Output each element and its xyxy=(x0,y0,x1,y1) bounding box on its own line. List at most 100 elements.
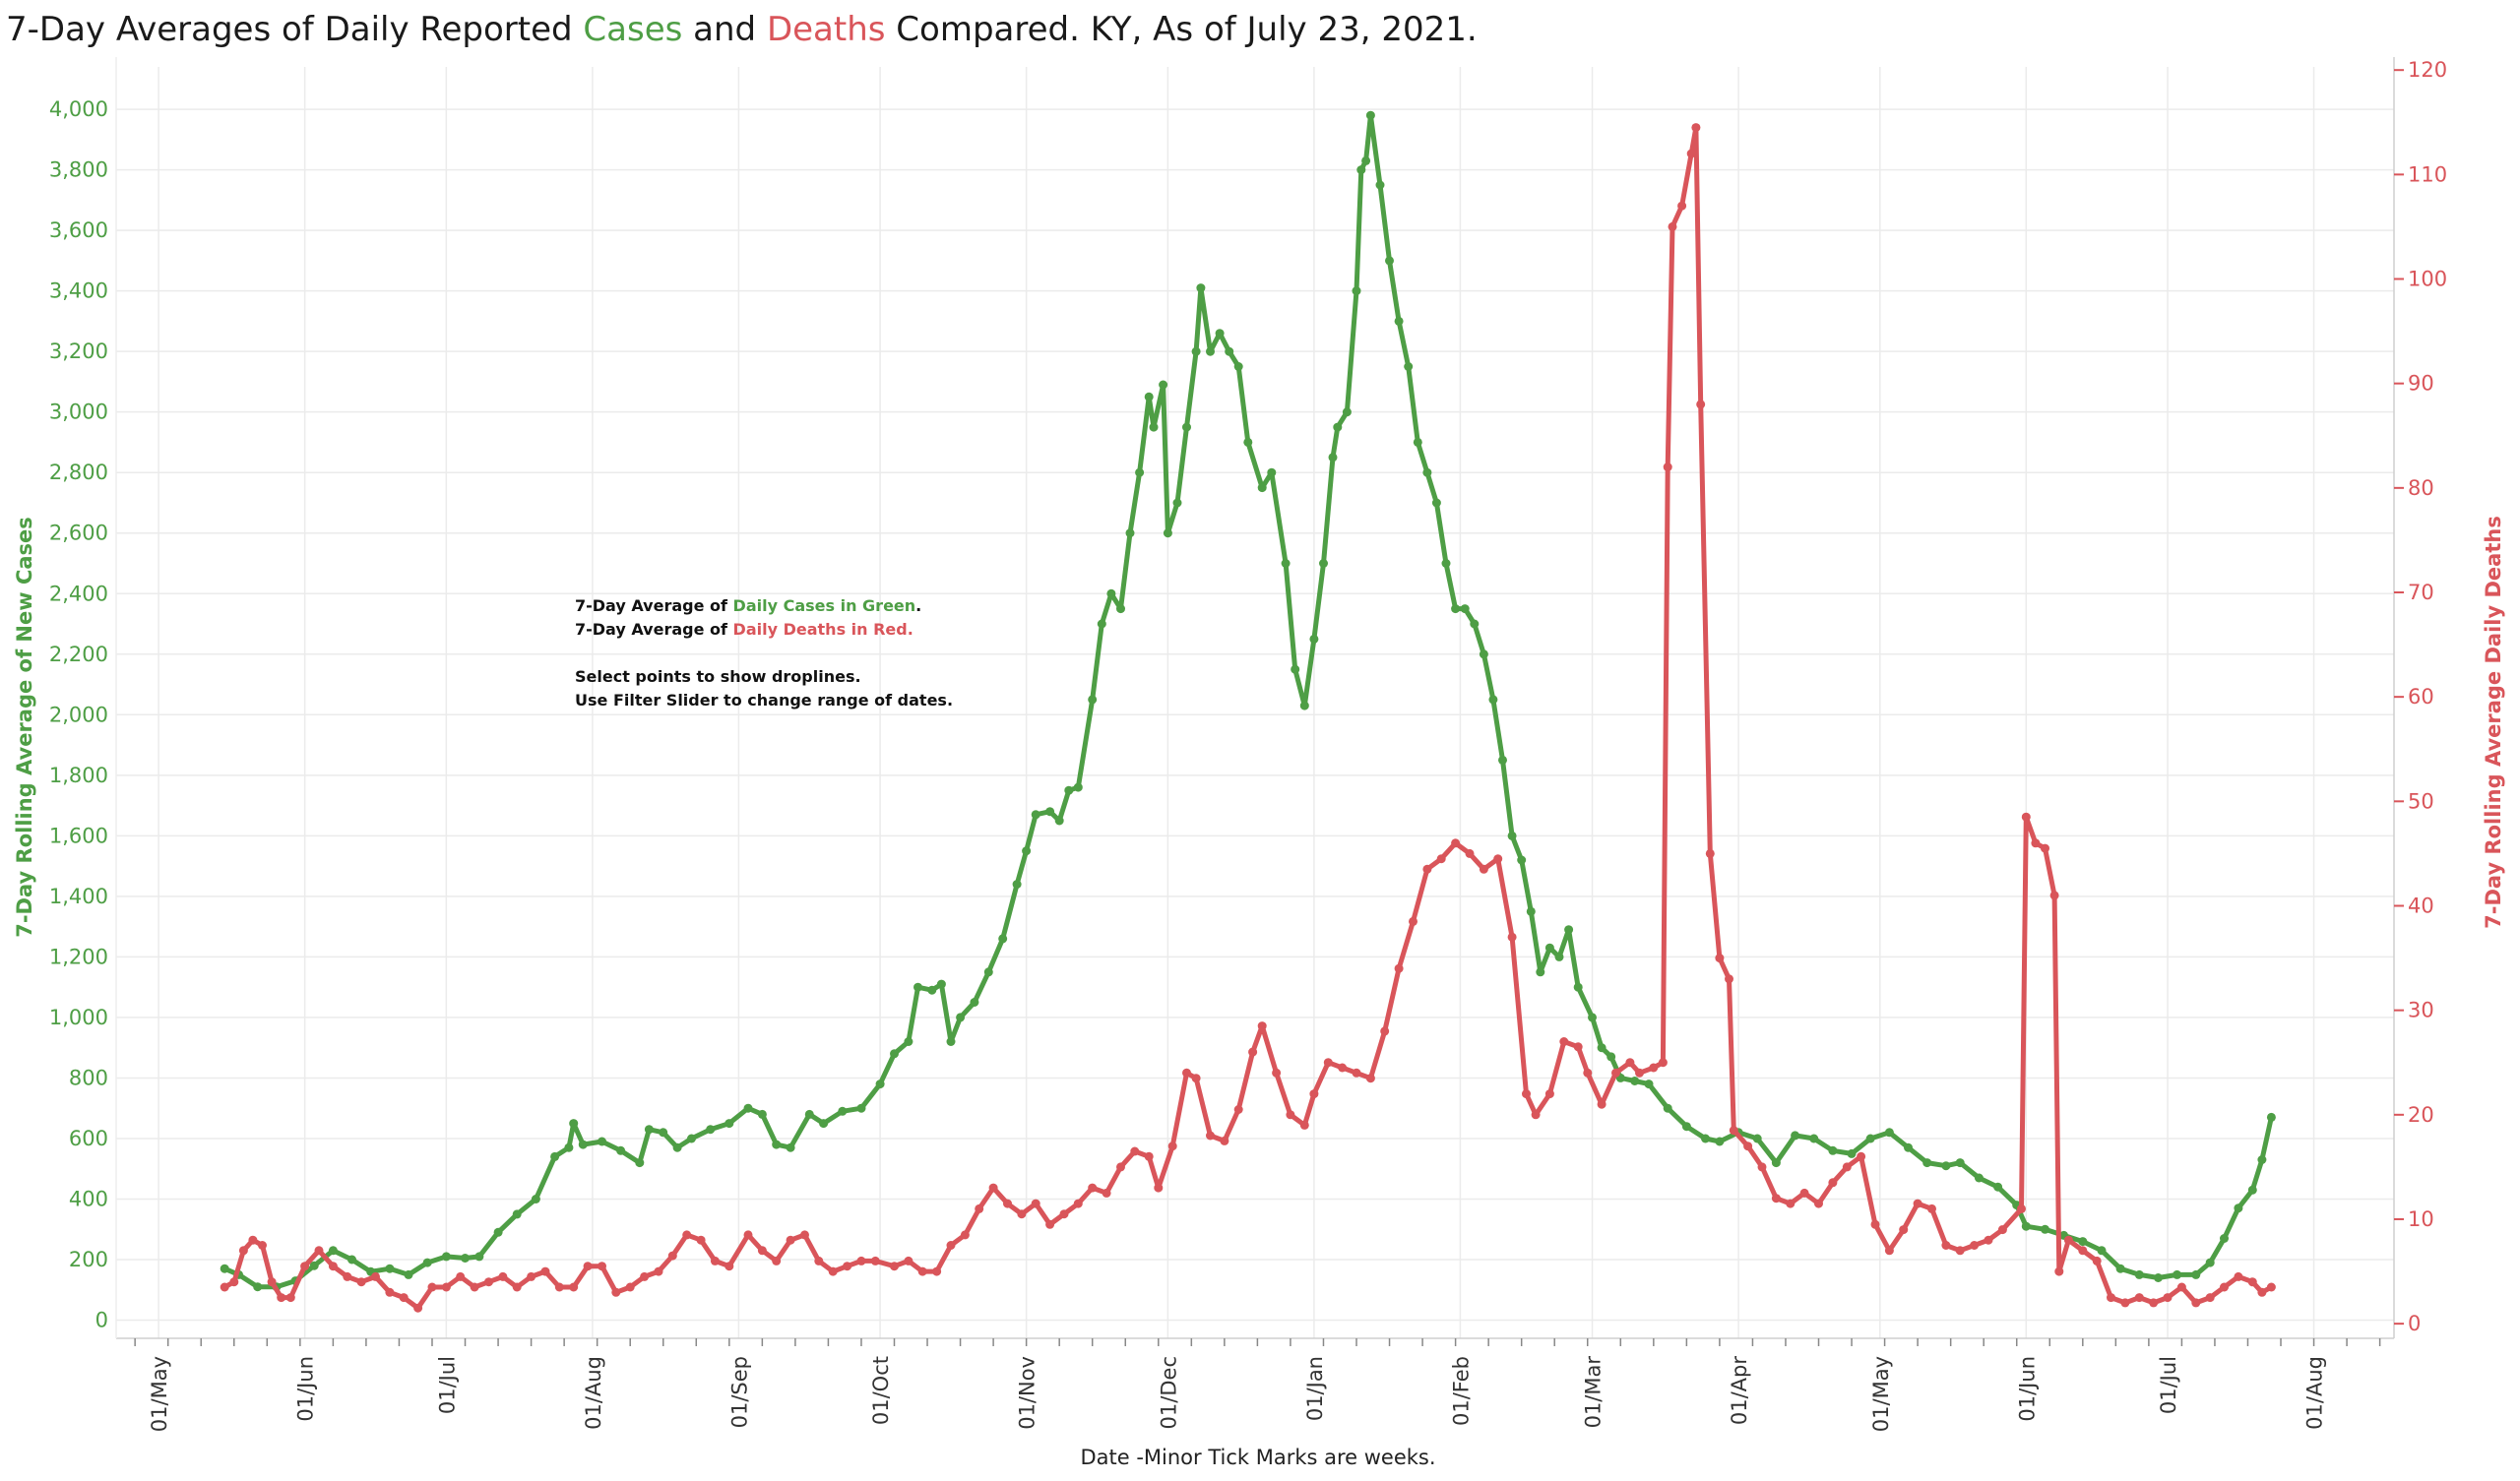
deaths-point xyxy=(238,1246,248,1256)
deaths-point xyxy=(1743,1142,1753,1151)
cases-point xyxy=(772,1140,782,1149)
cases-point xyxy=(1299,701,1309,710)
deaths-point xyxy=(1899,1225,1909,1235)
cases-point xyxy=(1431,498,1441,508)
deaths-point xyxy=(498,1271,508,1281)
deaths-point xyxy=(1272,1068,1282,1078)
series-cases xyxy=(220,110,2276,1292)
cases-point xyxy=(1588,1013,1597,1022)
deaths-point xyxy=(1191,1074,1201,1083)
deaths-point xyxy=(856,1256,866,1265)
x-tick-label: 01/Apr xyxy=(1728,1356,1751,1425)
cases-point xyxy=(1644,1080,1654,1089)
y-right-tick-label: 120 xyxy=(2408,58,2447,82)
deaths-point xyxy=(1338,1063,1348,1073)
cases-point xyxy=(956,1013,966,1022)
y-right-tick-label: 10 xyxy=(2408,1207,2434,1231)
y-left-tick-label: 1,400 xyxy=(49,885,108,908)
y-left-tick-label: 200 xyxy=(69,1248,108,1271)
deaths-point xyxy=(1154,1183,1164,1193)
cases-point xyxy=(998,934,1008,944)
deaths-point xyxy=(2220,1282,2229,1292)
cases-point xyxy=(1191,346,1201,356)
cases-point xyxy=(328,1246,338,1256)
deaths-point xyxy=(1465,848,1475,858)
deaths-point xyxy=(385,1287,395,1297)
cases-point xyxy=(724,1119,734,1129)
y-left-tick-label: 3,600 xyxy=(49,218,108,242)
cases-point xyxy=(1125,528,1135,538)
cases-point xyxy=(1281,559,1291,568)
cases-point xyxy=(1460,604,1470,614)
cases-point xyxy=(1922,1158,1932,1168)
deaths-point xyxy=(314,1246,324,1256)
deaths-point xyxy=(399,1293,409,1303)
deaths-point xyxy=(1088,1183,1098,1193)
cases-point xyxy=(687,1134,696,1143)
y-left-tick-label: 1,600 xyxy=(49,824,108,847)
cases-point xyxy=(1159,380,1168,390)
cases-point xyxy=(890,1049,899,1059)
cases-point xyxy=(1054,816,1064,826)
cases-point xyxy=(838,1106,848,1116)
cases-point xyxy=(1116,604,1125,614)
cases-point xyxy=(2173,1269,2182,1279)
cases-point xyxy=(1333,422,1343,432)
chart-title: 7-Day Averages of Daily Reported Cases a… xyxy=(6,10,1478,49)
deaths-point xyxy=(1167,1142,1177,1151)
deaths-point xyxy=(1031,1199,1040,1208)
cases-point xyxy=(1573,982,1583,992)
y-left-tick-label: 2,200 xyxy=(49,643,108,666)
deaths-point xyxy=(1927,1203,1936,1213)
x-tick-label: 01/Nov xyxy=(1016,1356,1040,1430)
deaths-point xyxy=(1573,1042,1583,1052)
y-right-tick-label: 60 xyxy=(2408,685,2434,709)
cases-point xyxy=(757,1109,767,1119)
cases-point xyxy=(1752,1134,1762,1143)
deaths-point xyxy=(2205,1293,2215,1303)
deaths-point xyxy=(1997,1225,2007,1235)
cases-point xyxy=(1045,807,1055,817)
deaths-point xyxy=(1144,1151,1154,1161)
cases-point xyxy=(1031,810,1040,820)
deaths-point xyxy=(229,1277,239,1287)
cases-point xyxy=(1172,498,1182,508)
deaths-point xyxy=(710,1256,720,1265)
cases-point xyxy=(512,1209,522,1219)
deaths-point xyxy=(484,1277,493,1287)
y-right-tick-label: 100 xyxy=(2408,268,2447,291)
deaths-point xyxy=(2149,1298,2159,1308)
deaths-point xyxy=(583,1262,593,1271)
annotation-filter-hint: Use Filter Slider to change range of dat… xyxy=(575,691,954,710)
cases-point xyxy=(1342,407,1352,417)
deaths-point xyxy=(640,1271,650,1281)
cases-point xyxy=(1022,846,1032,856)
cases-point xyxy=(1507,831,1517,840)
deaths-point xyxy=(328,1262,338,1271)
deaths-point xyxy=(1625,1058,1635,1068)
cases-point xyxy=(2078,1237,2088,1247)
deaths-point xyxy=(1531,1110,1541,1120)
deaths-point xyxy=(248,1235,258,1245)
deaths-point xyxy=(1757,1162,1767,1172)
y-right-tick-label: 20 xyxy=(2408,1103,2434,1127)
deaths-point xyxy=(814,1256,824,1265)
deaths-point xyxy=(267,1277,277,1287)
x-tick-label: 01/May xyxy=(148,1356,171,1432)
cases-point xyxy=(1630,1077,1640,1085)
cases-point xyxy=(2191,1269,2201,1279)
y-left-tick-label: 2,800 xyxy=(49,461,108,484)
cases-point xyxy=(946,1037,956,1046)
cases-point xyxy=(1309,634,1319,644)
cases-point xyxy=(2021,1221,2031,1231)
cases-point xyxy=(1663,1103,1672,1113)
cases-point xyxy=(1941,1161,1951,1171)
deaths-point xyxy=(1635,1068,1644,1078)
deaths-point xyxy=(1257,1021,1267,1031)
deaths-point xyxy=(2257,1287,2267,1297)
deaths-point xyxy=(1842,1162,1852,1172)
cases-point xyxy=(970,998,979,1007)
deaths-point xyxy=(1691,123,1701,133)
cases-point xyxy=(1064,785,1074,795)
